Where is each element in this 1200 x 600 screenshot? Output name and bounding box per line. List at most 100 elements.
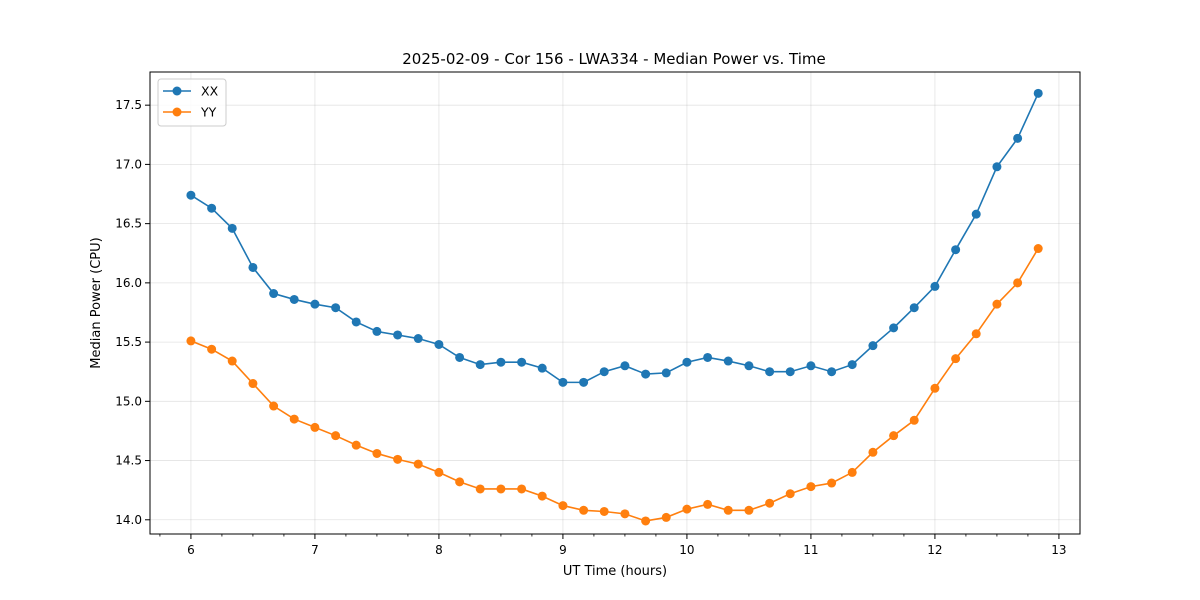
grid-lines <box>150 72 1080 534</box>
data-point-yy <box>785 489 795 499</box>
x-tick-label: 10 <box>679 543 694 557</box>
data-point-yy <box>847 467 857 477</box>
data-point-yy <box>909 415 919 425</box>
data-point-xx <box>620 361 630 371</box>
y-tick-label: 14.0 <box>115 513 142 527</box>
data-point-yy <box>1013 278 1023 288</box>
y-tick-label: 17.0 <box>115 157 142 171</box>
data-point-xx <box>413 334 423 344</box>
data-point-xx <box>1033 88 1043 98</box>
data-point-yy <box>496 484 506 494</box>
data-point-yy <box>289 414 299 424</box>
data-point-xx <box>558 377 568 387</box>
data-point-xx <box>889 323 899 333</box>
data-point-xx <box>475 360 485 370</box>
data-point-xx <box>331 303 341 313</box>
data-point-yy <box>310 422 320 432</box>
series-line-xx <box>190 92 1039 384</box>
data-point-yy <box>248 379 258 389</box>
x-tick-label: 11 <box>803 543 818 557</box>
data-point-xx <box>186 190 196 200</box>
legend-marker-yy <box>172 107 182 117</box>
data-point-yy <box>393 454 403 464</box>
data-point-yy <box>186 336 196 346</box>
data-point-yy <box>227 356 237 366</box>
data-point-yy <box>331 431 341 441</box>
data-point-yy <box>703 499 713 509</box>
data-point-yy <box>517 484 527 494</box>
data-point-xx <box>703 352 713 362</box>
data-point-yy <box>475 484 485 494</box>
data-point-xx <box>351 317 361 327</box>
data-point-yy <box>413 459 423 469</box>
data-point-xx <box>971 209 981 219</box>
legend-label-xx: XX <box>201 84 219 99</box>
data-point-xx <box>806 361 816 371</box>
data-point-yy <box>558 501 568 511</box>
data-point-xx <box>207 203 217 213</box>
x-tick-label: 6 <box>187 543 195 557</box>
legend-label-yy: YY <box>200 105 217 120</box>
data-point-xx <box>248 262 258 272</box>
data-point-yy <box>744 505 754 515</box>
data-point-yy <box>434 467 444 477</box>
data-point-xx <box>682 357 692 367</box>
data-point-yy <box>579 505 589 515</box>
chart-title: 2025-02-09 - Cor 156 - LWA334 - Median P… <box>402 50 826 68</box>
legend: XX YY <box>157 78 227 127</box>
data-point-yy <box>207 344 217 354</box>
data-point-yy <box>641 516 651 526</box>
data-point-yy <box>269 401 279 411</box>
y-tick-label: 16.0 <box>115 276 142 290</box>
x-tick-label: 7 <box>311 543 319 557</box>
data-point-xx <box>641 369 651 379</box>
data-point-yy <box>537 491 547 501</box>
data-point-yy <box>682 504 692 514</box>
axis-ticks: 6 7 8 9 10 11 12 13 14.0 14.5 15.0 15.5 16.0 16.5 17.0… <box>115 98 1066 557</box>
y-tick-label: 14.5 <box>115 454 142 468</box>
data-point-yy <box>599 506 609 516</box>
data-point-xx <box>393 330 403 340</box>
data-point-xx <box>744 361 754 371</box>
data-point-xx <box>847 360 857 370</box>
x-tick-label: 13 <box>1051 543 1066 557</box>
data-point-xx <box>1013 133 1023 143</box>
data-point-xx <box>227 223 237 233</box>
data-point-xx <box>765 367 775 377</box>
data-point-yy <box>723 505 733 515</box>
x-tick-label: 9 <box>559 543 567 557</box>
data-point-xx <box>517 357 527 367</box>
data-point-yy <box>1033 244 1043 254</box>
x-tick-label: 8 <box>435 543 443 557</box>
data-point-xx <box>723 356 733 366</box>
data-point-xx <box>289 294 299 304</box>
data-point-yy <box>889 431 899 441</box>
data-point-yy <box>930 383 940 393</box>
data-point-xx <box>992 162 1002 172</box>
data-point-xx <box>827 367 837 377</box>
x-tick-label: 12 <box>927 543 942 557</box>
y-tick-label: 15.0 <box>115 394 142 408</box>
data-point-xx <box>372 326 382 336</box>
data-point-yy <box>951 354 961 364</box>
data-point-yy <box>827 478 837 488</box>
data-point-yy <box>372 448 382 458</box>
data-point-xx <box>785 367 795 377</box>
data-point-yy <box>765 498 775 508</box>
data-point-xx <box>661 368 671 378</box>
data-point-yy <box>868 447 878 457</box>
data-point-xx <box>579 377 589 387</box>
y-tick-label: 16.5 <box>115 217 142 231</box>
data-point-yy <box>455 477 465 487</box>
data-point-xx <box>951 245 961 255</box>
data-point-xx <box>868 341 878 351</box>
data-point-xx <box>269 289 279 299</box>
data-point-yy <box>806 482 816 492</box>
data-point-yy <box>351 440 361 450</box>
series-line-yy <box>190 248 1039 522</box>
data-point-xx <box>496 357 506 367</box>
legend-marker-xx <box>172 86 182 96</box>
data-point-xx <box>537 363 547 373</box>
y-tick-label: 17.5 <box>115 98 142 112</box>
